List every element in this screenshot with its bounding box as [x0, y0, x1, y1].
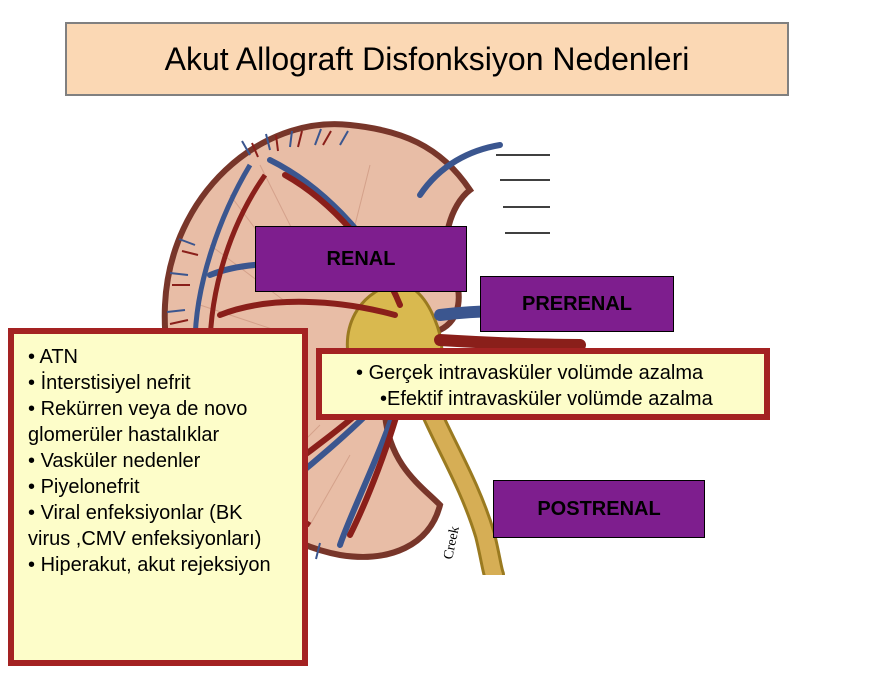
label-postrenal-text: POSTRENAL	[537, 498, 660, 521]
prerenal-causes-box: • Gerçek intravasküler volümde azalma •E…	[316, 348, 770, 420]
list-item-text: Gerçek intravasküler volümde azalma	[369, 362, 704, 384]
list-item: Vasküler nedenler	[28, 448, 288, 474]
slide-title: Akut Allograft Disfonksiyon Nedenleri	[65, 22, 789, 96]
list-item: •	[356, 362, 369, 384]
label-prerenal-text: PRERENAL	[522, 293, 632, 316]
list-item: •	[380, 388, 387, 410]
list-item: Rekürren veya de novo glomerüler hastalı…	[28, 396, 288, 448]
renal-causes-list: ATN İnterstisiyel nefrit Rekürren veya d…	[28, 344, 288, 578]
list-item-text: Efektif intravasküler volümde azalma	[387, 388, 713, 410]
renal-causes-box: ATN İnterstisiyel nefrit Rekürren veya d…	[8, 328, 308, 666]
list-item: Piyelonefrit	[28, 474, 288, 500]
svg-text:Creek: Creek	[441, 525, 463, 561]
label-renal-text: RENAL	[327, 248, 396, 271]
label-postrenal: POSTRENAL	[493, 480, 705, 538]
label-renal: RENAL	[255, 226, 467, 292]
title-text: Akut Allograft Disfonksiyon Nedenleri	[165, 41, 690, 78]
label-prerenal: PRERENAL	[480, 276, 674, 332]
list-item: Hiperakut, akut rejeksiyon	[28, 552, 288, 578]
list-item: ATN	[28, 344, 288, 370]
list-item: Viral enfeksiyonlar (BK virus ,CMV enfek…	[28, 500, 288, 552]
list-item: İnterstisiyel nefrit	[28, 370, 288, 396]
